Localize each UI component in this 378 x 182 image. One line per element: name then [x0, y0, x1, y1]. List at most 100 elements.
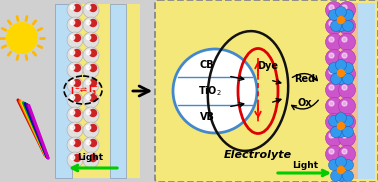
Circle shape [83, 2, 99, 18]
Circle shape [342, 69, 347, 74]
Circle shape [67, 2, 83, 18]
Circle shape [342, 149, 347, 154]
Circle shape [329, 85, 334, 90]
Circle shape [329, 69, 334, 74]
Circle shape [90, 124, 96, 132]
Circle shape [73, 80, 81, 86]
Circle shape [342, 117, 347, 122]
Circle shape [90, 139, 96, 147]
Circle shape [70, 155, 75, 160]
Circle shape [70, 65, 75, 70]
Circle shape [90, 155, 96, 161]
Circle shape [338, 167, 344, 173]
Text: $\mathbf{I_3^-}$: $\mathbf{I_3^-}$ [88, 83, 98, 97]
Circle shape [83, 17, 99, 33]
Circle shape [86, 50, 91, 55]
Text: CB: CB [200, 60, 214, 70]
Bar [333, 3, 373, 179]
Circle shape [86, 20, 91, 25]
Circle shape [329, 101, 334, 106]
Circle shape [73, 94, 81, 102]
Circle shape [86, 80, 91, 85]
Bar [358, 3, 375, 179]
Circle shape [83, 62, 99, 78]
Circle shape [86, 5, 91, 10]
Circle shape [90, 64, 96, 72]
Circle shape [329, 53, 334, 58]
Circle shape [73, 35, 81, 41]
Circle shape [73, 124, 81, 132]
Circle shape [73, 50, 81, 56]
Circle shape [73, 110, 81, 116]
Circle shape [83, 32, 99, 48]
Circle shape [330, 171, 341, 181]
Circle shape [342, 5, 347, 10]
Bar [68, 4, 140, 178]
Circle shape [328, 116, 339, 126]
Text: Ox: Ox [298, 98, 312, 108]
Circle shape [325, 17, 342, 35]
Circle shape [325, 50, 342, 66]
Circle shape [70, 5, 75, 10]
Circle shape [67, 47, 83, 63]
Circle shape [86, 155, 91, 160]
Text: TiO$_2$: TiO$_2$ [198, 84, 222, 98]
Circle shape [339, 33, 355, 50]
Circle shape [67, 107, 83, 123]
Circle shape [70, 110, 75, 115]
Circle shape [328, 159, 339, 171]
Circle shape [339, 66, 355, 82]
FancyBboxPatch shape [155, 0, 378, 182]
Circle shape [83, 107, 99, 123]
Circle shape [86, 65, 91, 70]
Circle shape [86, 140, 91, 145]
Circle shape [329, 21, 334, 26]
FancyBboxPatch shape [55, 4, 72, 178]
Circle shape [342, 101, 347, 106]
Circle shape [338, 17, 344, 23]
Circle shape [67, 17, 83, 33]
Circle shape [336, 7, 347, 17]
Circle shape [6, 22, 38, 54]
Circle shape [339, 1, 355, 19]
Circle shape [70, 35, 75, 40]
Circle shape [329, 149, 334, 154]
Circle shape [325, 66, 342, 82]
Circle shape [325, 98, 342, 114]
Text: $\mathbf{I^-}$: $\mathbf{I^-}$ [70, 84, 80, 96]
Circle shape [70, 20, 75, 25]
Circle shape [342, 126, 353, 137]
Circle shape [329, 117, 334, 122]
Circle shape [336, 171, 347, 181]
Circle shape [330, 126, 341, 137]
Circle shape [339, 98, 355, 114]
Text: Light: Light [77, 153, 103, 163]
Circle shape [339, 17, 355, 35]
Circle shape [342, 9, 353, 21]
Circle shape [342, 21, 353, 31]
Circle shape [86, 95, 91, 100]
Circle shape [67, 137, 83, 153]
Circle shape [90, 94, 96, 102]
Text: Red: Red [294, 74, 316, 84]
Circle shape [330, 21, 341, 31]
Circle shape [342, 62, 353, 74]
Circle shape [342, 21, 347, 26]
Circle shape [67, 62, 83, 78]
Circle shape [70, 125, 75, 130]
Circle shape [336, 112, 347, 124]
Circle shape [342, 74, 353, 84]
Circle shape [342, 116, 353, 126]
Circle shape [73, 5, 81, 11]
Circle shape [325, 82, 342, 98]
Text: Light: Light [292, 161, 318, 169]
Circle shape [90, 110, 96, 116]
Circle shape [86, 125, 91, 130]
Circle shape [325, 33, 342, 50]
Circle shape [90, 50, 96, 56]
Circle shape [329, 133, 334, 138]
Text: Electrolyte: Electrolyte [224, 150, 292, 160]
Circle shape [73, 139, 81, 147]
Circle shape [339, 130, 355, 147]
Circle shape [336, 74, 347, 84]
